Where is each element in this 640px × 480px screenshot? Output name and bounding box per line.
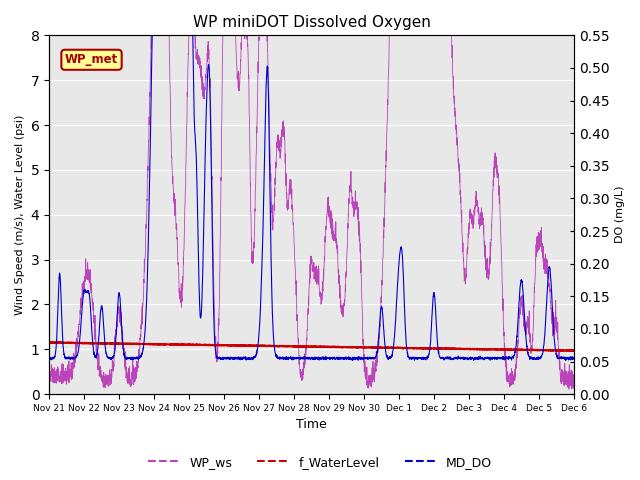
Y-axis label: Wind Speed (m/s), Water Level (psi): Wind Speed (m/s), Water Level (psi) <box>15 115 25 315</box>
Y-axis label: DO (mg/L): DO (mg/L) <box>615 186 625 243</box>
X-axis label: Time: Time <box>296 419 327 432</box>
Text: WP_met: WP_met <box>65 53 118 66</box>
Title: WP miniDOT Dissolved Oxygen: WP miniDOT Dissolved Oxygen <box>193 15 431 30</box>
Legend: WP_ws, f_WaterLevel, MD_DO: WP_ws, f_WaterLevel, MD_DO <box>143 451 497 474</box>
